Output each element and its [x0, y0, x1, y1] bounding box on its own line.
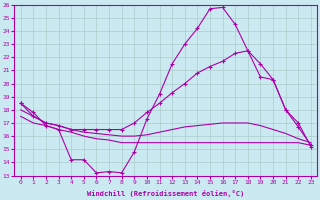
X-axis label: Windchill (Refroidissement éolien,°C): Windchill (Refroidissement éolien,°C) [87, 190, 244, 197]
